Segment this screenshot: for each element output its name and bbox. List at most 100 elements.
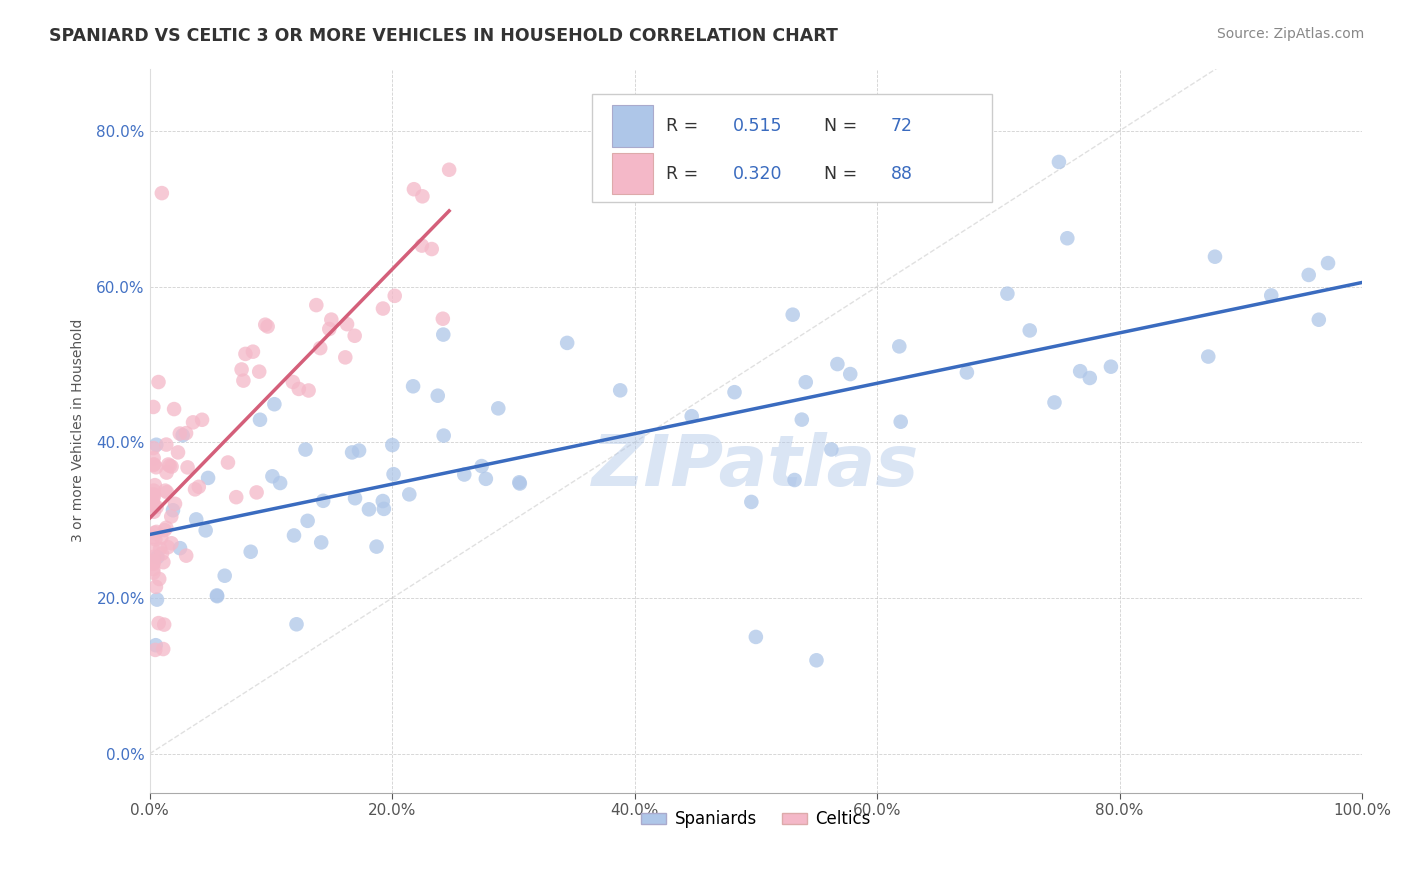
Point xyxy=(145,460,167,475)
Point xyxy=(142,483,165,498)
Point xyxy=(143,478,166,492)
Point xyxy=(148,375,170,389)
Point xyxy=(609,384,631,398)
Point xyxy=(142,458,165,472)
Point xyxy=(402,182,425,196)
FancyBboxPatch shape xyxy=(612,153,652,194)
Point xyxy=(142,554,165,568)
Point xyxy=(167,445,190,459)
Point xyxy=(340,445,363,459)
Point xyxy=(426,389,449,403)
Point xyxy=(285,617,308,632)
Point xyxy=(745,630,768,644)
Point xyxy=(790,412,813,426)
Point xyxy=(160,509,183,524)
Point xyxy=(235,347,257,361)
Point xyxy=(309,341,332,355)
Point xyxy=(432,311,454,326)
Point xyxy=(176,460,198,475)
Point xyxy=(297,384,319,398)
FancyBboxPatch shape xyxy=(612,105,652,146)
Point xyxy=(145,500,167,514)
Point xyxy=(152,642,174,657)
Point xyxy=(827,357,849,371)
Point xyxy=(145,524,167,539)
Point xyxy=(371,301,394,316)
Point xyxy=(142,562,165,576)
Point xyxy=(398,487,420,501)
Point xyxy=(740,495,762,509)
Point xyxy=(231,362,253,376)
Point xyxy=(225,490,247,504)
Point xyxy=(281,375,304,389)
Point xyxy=(508,475,530,490)
Point xyxy=(321,312,343,326)
Point xyxy=(150,547,173,561)
Text: 0.515: 0.515 xyxy=(733,117,782,135)
Point xyxy=(143,525,166,540)
Text: Source: ZipAtlas.com: Source: ZipAtlas.com xyxy=(1216,27,1364,41)
Point xyxy=(384,289,406,303)
Point xyxy=(555,335,578,350)
Point xyxy=(820,442,842,457)
Point xyxy=(433,428,456,442)
Point xyxy=(432,327,454,342)
Text: R =: R = xyxy=(666,117,704,135)
Point xyxy=(205,589,228,603)
Point xyxy=(149,541,172,556)
Point xyxy=(294,442,316,457)
Point xyxy=(145,533,167,547)
Point xyxy=(150,531,173,545)
Point xyxy=(471,459,494,474)
Point xyxy=(142,400,165,414)
Point xyxy=(1204,250,1226,264)
Point xyxy=(309,535,332,549)
Point xyxy=(794,375,817,389)
Point xyxy=(143,458,166,472)
Point xyxy=(956,366,979,380)
Text: ZIPatlas: ZIPatlas xyxy=(592,433,920,501)
Point xyxy=(148,616,170,631)
Point xyxy=(297,514,319,528)
Point xyxy=(163,497,186,511)
Point xyxy=(1308,312,1330,326)
Point xyxy=(142,555,165,569)
Point xyxy=(305,298,328,312)
Text: 72: 72 xyxy=(890,117,912,135)
Point xyxy=(160,459,183,474)
Point xyxy=(142,549,165,564)
Point xyxy=(357,502,380,516)
Point xyxy=(160,536,183,550)
Point xyxy=(150,186,173,200)
Point xyxy=(142,499,165,513)
Point xyxy=(145,438,167,452)
Point xyxy=(146,592,169,607)
Point xyxy=(343,328,366,343)
Point xyxy=(187,480,209,494)
Point xyxy=(174,426,197,441)
Point xyxy=(181,415,204,429)
Point xyxy=(453,467,475,482)
Point xyxy=(806,653,828,667)
Point xyxy=(371,494,394,508)
Point xyxy=(1099,359,1122,374)
Point xyxy=(232,374,254,388)
Point xyxy=(420,242,443,256)
Point xyxy=(475,472,498,486)
Point xyxy=(142,543,165,558)
Point xyxy=(486,401,509,416)
Point xyxy=(288,382,311,396)
Point xyxy=(145,638,167,652)
Point xyxy=(263,397,285,411)
Point xyxy=(191,413,214,427)
Point xyxy=(247,365,270,379)
Point xyxy=(246,485,269,500)
Point xyxy=(783,473,806,487)
Point xyxy=(155,466,177,480)
Point xyxy=(169,426,191,441)
Point xyxy=(239,545,262,559)
Point xyxy=(509,476,531,491)
Point xyxy=(411,189,433,203)
Point xyxy=(381,438,404,452)
Point xyxy=(1317,256,1340,270)
